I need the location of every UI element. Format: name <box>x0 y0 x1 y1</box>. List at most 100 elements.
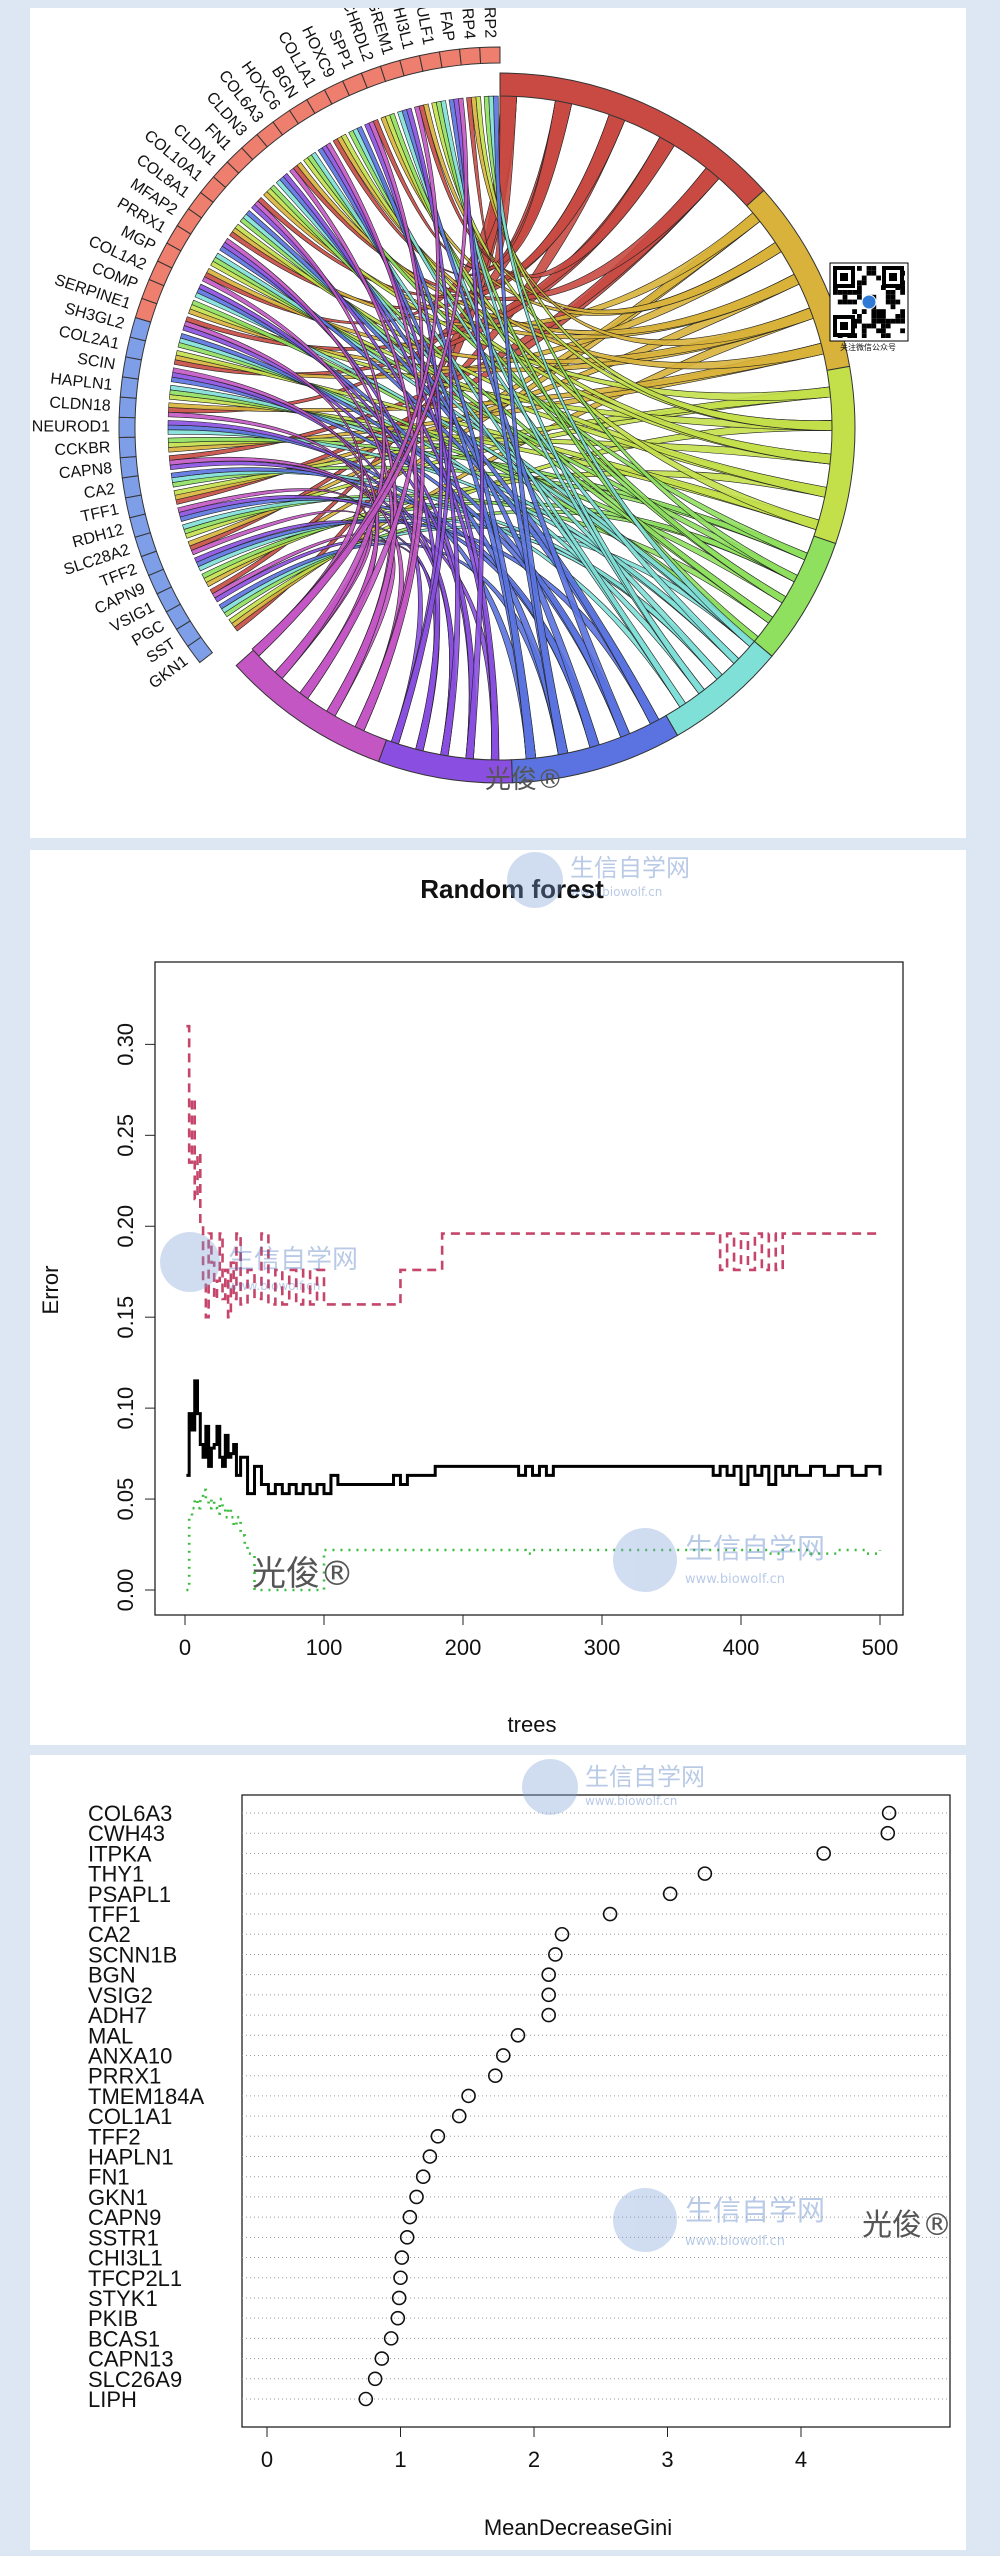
gene-label: CCKBR <box>54 439 111 459</box>
gene-sector <box>438 48 462 69</box>
data-point <box>548 1947 563 1962</box>
gene-sector <box>118 436 137 459</box>
data-point <box>415 2169 431 2185</box>
x-tick-label: 300 <box>584 1635 621 1660</box>
data-point <box>816 1846 831 1861</box>
category-label: CWH43 <box>88 1821 165 1846</box>
gene-sector <box>479 46 501 65</box>
data-point <box>374 2351 390 2366</box>
svg-text:生信自学网: 生信自学网 <box>685 2194 825 2227</box>
author-mark: 光俊® <box>485 765 563 795</box>
category-label: BCAS1 <box>88 2326 160 2351</box>
plot-frame <box>154 961 904 1616</box>
series-line <box>186 1024 880 1319</box>
gene-sector <box>119 455 139 479</box>
y-tick-label: 0.25 <box>113 1114 138 1157</box>
category-label: CHI3L1 <box>88 2246 163 2271</box>
data-point <box>409 2189 424 2205</box>
x-tick-label: 4 <box>795 2447 807 2472</box>
x-tick-label: 400 <box>723 1635 760 1660</box>
gene-sector <box>399 54 424 77</box>
series-line <box>186 1488 882 1592</box>
data-point <box>697 1866 713 1881</box>
category-label: CAPN9 <box>88 2205 161 2230</box>
svg-text:www.biowolf.cn: www.biowolf.cn <box>685 1572 785 1587</box>
y-tick-label: 0.10 <box>113 1387 138 1430</box>
y-tick-label: 0.20 <box>113 1205 138 1248</box>
plot-frame <box>241 1794 951 2428</box>
gene-label: NEUROD1 <box>32 418 110 435</box>
svg-text:www.biowolf.cn: www.biowolf.cn <box>570 885 662 899</box>
category-label: PKIB <box>88 2306 138 2331</box>
data-point <box>881 1805 897 1821</box>
gene-sector <box>458 47 482 66</box>
gene-sector <box>118 396 137 419</box>
chord-sector <box>665 640 773 737</box>
category-label: SCNN1B <box>88 1942 177 1967</box>
gene-label: SCIN <box>76 351 116 374</box>
svg-text:www.biowolf.cn: www.biowolf.cn <box>685 2234 785 2249</box>
data-point <box>541 2007 556 2023</box>
watermark: 生信自学网 www.biowolf.cn 生信自学网 www.biowolf.c… <box>522 1759 825 2252</box>
y-tick-label: 0.00 <box>113 1569 138 1612</box>
svg-text:生信自学网: 生信自学网 <box>685 1532 825 1565</box>
data-point <box>487 2068 503 2083</box>
category-label: TMEM184A <box>88 2084 204 2109</box>
category-label: FN1 <box>88 2165 130 2190</box>
gene-sector <box>124 494 146 519</box>
svg-text:生信自学网: 生信自学网 <box>585 1763 705 1791</box>
qr-caption: 关注微信公众号 <box>840 342 896 352</box>
qr-code-icon <box>829 262 909 342</box>
gene-sector <box>118 416 136 439</box>
author-mark: 光俊® <box>252 1554 354 1594</box>
category-label: ANXA10 <box>88 2043 172 2068</box>
category-label: LIPH <box>88 2387 137 2412</box>
random-forest-panel: Random forest 0 100 200 300 400 500 0.00 0.05 0.… <box>30 850 966 1745</box>
gene-label: TFF1 <box>79 501 120 526</box>
data-point <box>367 2371 383 2387</box>
x-axis-label: MeanDecreaseGini <box>484 2515 672 2540</box>
x-tick-label: 0 <box>261 2447 273 2472</box>
variable-importance-chart: COL6A3CWH43ITPKATHY1PSAPL1TFF1CA2SCNN1BB… <box>88 1759 952 2540</box>
svg-text:生信自学网: 生信自学网 <box>228 1245 358 1275</box>
x-tick-label: 0 <box>179 1635 191 1660</box>
importance-panel: COL6A3 CWH43 ITPKA THY1 PSAPL1 TFF1 CA2 SCNN1B B… <box>30 1755 966 2550</box>
data-point <box>554 1926 570 1942</box>
chord-sector <box>235 649 388 763</box>
category-label: MAL <box>88 2023 133 2048</box>
category-label: COL1A1 <box>88 2104 172 2129</box>
category-label: ADH7 <box>88 2003 147 2028</box>
category-label: TFF1 <box>88 1902 141 1927</box>
gene-sector <box>121 475 142 499</box>
data-point <box>393 2270 408 2286</box>
svg-text:生信自学网: 生信自学网 <box>570 854 690 882</box>
x-tick-label: 3 <box>661 2447 673 2472</box>
data-point <box>495 2048 511 2063</box>
data-point <box>541 1987 556 2003</box>
x-axis-label: trees <box>508 1712 557 1737</box>
x-tick-label: 2 <box>528 2447 540 2472</box>
data-point <box>391 2290 407 2306</box>
category-label: HAPLN1 <box>88 2145 174 2170</box>
x-tick-label: 500 <box>862 1635 899 1660</box>
data-point <box>662 1886 678 1902</box>
data-point <box>541 1967 556 1982</box>
gene-label: HAPLN1 <box>49 371 113 395</box>
y-tick-label: 0.15 <box>113 1296 138 1339</box>
chord-ribbons <box>167 95 833 761</box>
gene-sector <box>119 376 139 399</box>
data-point <box>383 2331 399 2346</box>
category-label: GKN1 <box>88 2185 148 2210</box>
category-label: COL6A3 <box>88 1801 172 1826</box>
category-label: BGN <box>88 1963 136 1988</box>
random-forest-chart: Random forest 0 100 200 300 400 500 0.00 0.05 0.… <box>38 852 904 1737</box>
category-label: ITPKA <box>88 1841 152 1866</box>
data-point <box>394 2250 410 2265</box>
category-label: PSAPL1 <box>88 1882 171 1907</box>
data-point <box>358 2391 374 2407</box>
data-point <box>880 1825 896 1841</box>
data-point <box>422 2149 438 2164</box>
category-label: SSTR1 <box>88 2225 159 2250</box>
category-label: SLC26A9 <box>88 2367 182 2392</box>
category-label: TFF2 <box>88 2124 141 2149</box>
